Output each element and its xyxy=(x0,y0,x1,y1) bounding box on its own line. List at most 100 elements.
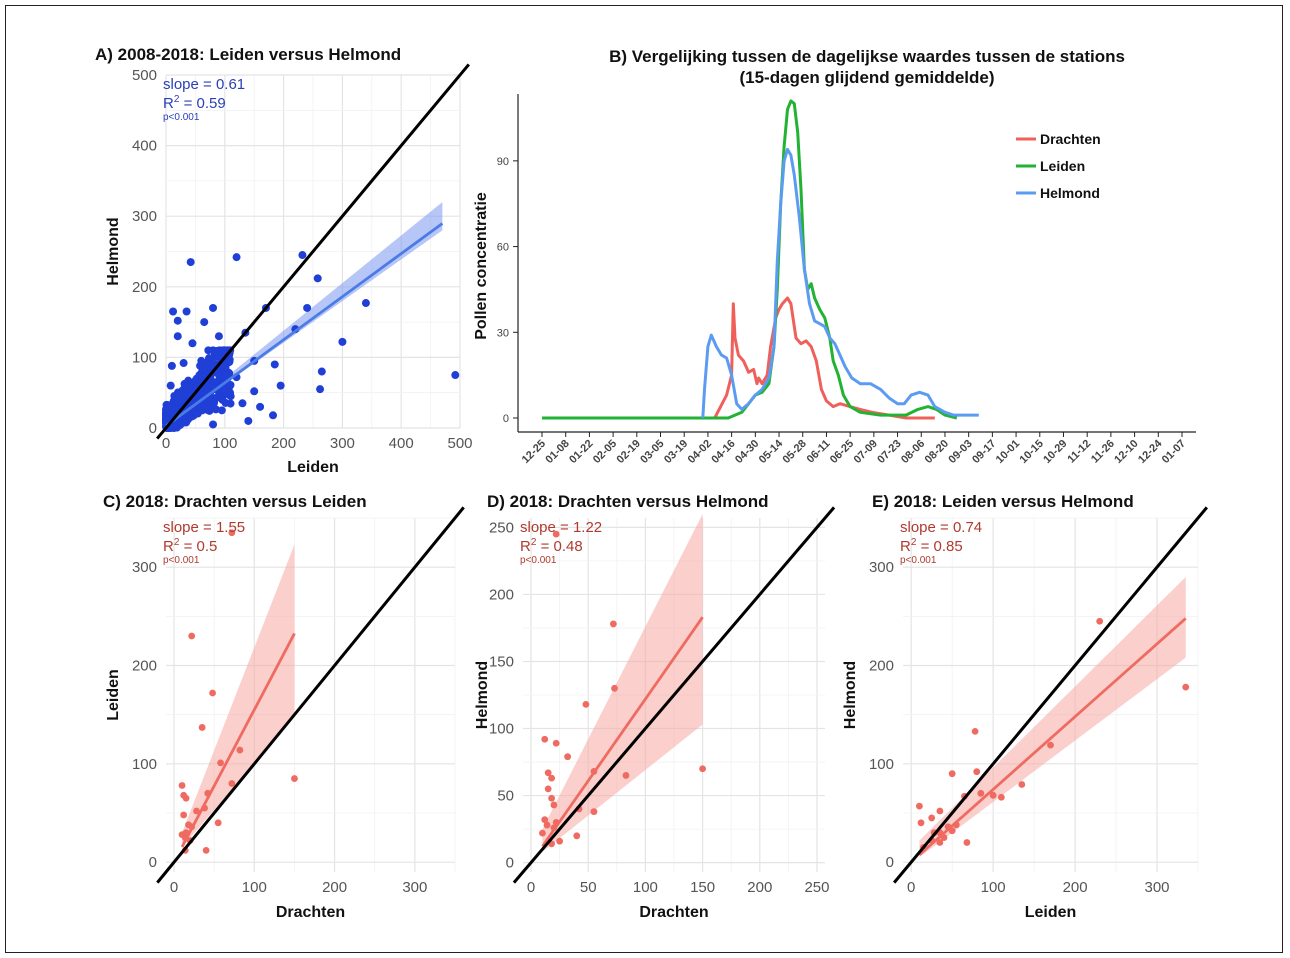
y-tick-label: 0 xyxy=(503,413,509,425)
y-axis-label: Helmond xyxy=(842,661,859,729)
x-tick-label: 01-22 xyxy=(567,438,595,466)
data-point xyxy=(228,780,236,787)
panel-title: D) 2018: Drachten versus Helmond xyxy=(487,492,769,511)
panel-title: B) Vergelijking tussen de dagelijkse waa… xyxy=(609,47,1125,66)
p-value-label: p<0.001 xyxy=(520,555,557,566)
x-tick-label: 03-05 xyxy=(638,438,666,466)
x-tick-label: 12-25 xyxy=(520,438,548,466)
data-point xyxy=(228,529,236,537)
x-tick-label: 100 xyxy=(633,879,658,896)
data-point xyxy=(214,332,223,341)
x-tick-label: 09-17 xyxy=(970,438,998,466)
x-tick-label: 12-24 xyxy=(1136,437,1165,466)
data-point xyxy=(1182,683,1190,691)
x-tick-label: 06-25 xyxy=(828,438,856,466)
data-point xyxy=(699,765,706,773)
legend-label: Drachten xyxy=(1040,131,1101,147)
data-point xyxy=(276,381,285,390)
data-point xyxy=(544,785,552,793)
y-axis-label: Helmond xyxy=(105,217,122,285)
y-tick-label: 0 xyxy=(506,855,514,872)
x-tick-label: 12-10 xyxy=(1112,438,1140,466)
scatter-points xyxy=(162,251,460,432)
data-point xyxy=(217,406,226,415)
y-axis-label: Pollen concentratie xyxy=(473,192,490,340)
regression-line xyxy=(180,632,296,848)
data-point xyxy=(541,816,549,824)
slope-label: slope = 1.55 xyxy=(163,519,245,536)
y-tick-label: 100 xyxy=(869,756,894,773)
data-point xyxy=(182,307,191,316)
y-tick-label: 300 xyxy=(869,559,894,576)
x-tick-label: 200 xyxy=(747,879,772,896)
series-line-helmond xyxy=(701,147,979,419)
data-point xyxy=(209,420,218,429)
x-axis-label: Leiden xyxy=(1025,904,1077,921)
data-point xyxy=(169,307,178,316)
r-squared-label: R2 = 0.5 xyxy=(163,537,217,555)
x-tick-label: 07-09 xyxy=(852,438,880,466)
x-tick-label: 05-14 xyxy=(757,437,786,466)
p-value-label: p<0.001 xyxy=(900,555,937,566)
x-tick-label: 100 xyxy=(242,879,267,896)
data-point xyxy=(218,385,227,394)
x-tick-label: 10-15 xyxy=(1018,438,1046,466)
data-point xyxy=(936,807,944,815)
data-point xyxy=(166,381,175,390)
y-tick-label: 30 xyxy=(497,327,509,339)
data-point xyxy=(250,387,259,396)
data-point xyxy=(1047,741,1054,749)
data-point xyxy=(270,360,279,369)
y-tick-label: 100 xyxy=(132,349,157,366)
panel-subtitle: (15-dagen glijdend gemiddelde) xyxy=(739,68,994,87)
x-axis-label: Drachten xyxy=(639,904,708,921)
x-tick-label: 250 xyxy=(804,879,829,896)
data-point xyxy=(338,337,347,346)
x-tick-label: 200 xyxy=(1063,879,1088,896)
x-tick-label: 09-03 xyxy=(946,438,974,466)
data-point xyxy=(188,632,196,640)
data-point xyxy=(550,801,558,809)
data-point xyxy=(204,346,213,355)
x-tick-label: 08-06 xyxy=(899,438,927,466)
x-tick-label: 08-20 xyxy=(923,438,951,466)
y-tick-label: 200 xyxy=(132,279,157,296)
data-point xyxy=(948,770,956,778)
identity-line xyxy=(156,63,470,440)
x-tick-label: 01-08 xyxy=(543,438,571,466)
y-tick-label: 200 xyxy=(489,586,514,603)
data-point xyxy=(316,385,325,394)
data-point xyxy=(236,746,244,754)
panel-c: 0 100 200 300 0 100 200 300 Drachten Leiden C) 201… xyxy=(103,492,465,921)
data-point xyxy=(206,395,215,404)
panel-title: E) 2018: Leiden versus Helmond xyxy=(872,492,1134,511)
data-point xyxy=(928,814,936,822)
data-point xyxy=(317,367,326,376)
y-tick-label: 250 xyxy=(489,519,514,536)
data-point xyxy=(963,839,971,846)
y-tick-label: 400 xyxy=(132,138,157,155)
data-point xyxy=(564,753,572,761)
x-tick-label: 10-29 xyxy=(1041,438,1069,466)
data-point xyxy=(541,735,549,743)
data-point xyxy=(973,768,981,776)
legend-label: Leiden xyxy=(1040,158,1085,174)
data-point xyxy=(548,774,555,782)
slope-label: slope = 1.22 xyxy=(520,519,602,536)
x-tick-label: 06-11 xyxy=(805,438,833,466)
data-point xyxy=(179,359,188,368)
data-point xyxy=(548,794,555,802)
data-point xyxy=(622,772,630,779)
panel-b: 0 30 60 90 12-2501-0801-2202-0502-1903-0503-… xyxy=(473,47,1196,466)
data-point xyxy=(609,620,617,628)
x-tick-label: 300 xyxy=(330,435,355,452)
panel-d: 0 50 100 150 200 250 0 50 100 150 200 250 Drachten He… xyxy=(474,492,836,921)
x-tick-label: 300 xyxy=(402,879,427,896)
x-tick-label: 200 xyxy=(271,435,296,452)
y-tick-label: 100 xyxy=(489,721,514,738)
data-point xyxy=(186,258,195,267)
data-point xyxy=(544,769,552,777)
x-tick-label: 150 xyxy=(690,879,715,896)
x-tick-label: 0 xyxy=(162,435,170,452)
data-point xyxy=(197,356,206,365)
